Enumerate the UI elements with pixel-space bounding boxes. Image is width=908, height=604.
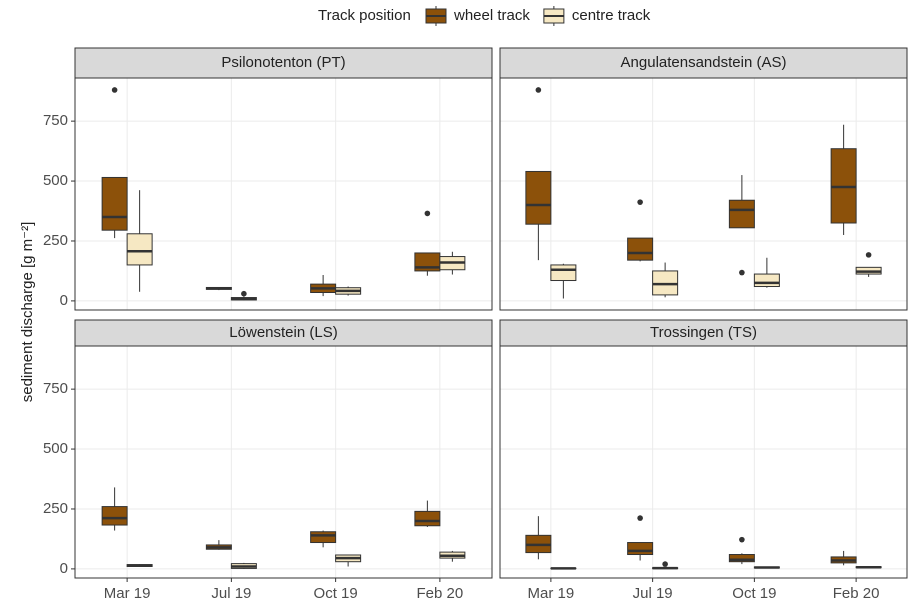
y-tick-label: 750 — [43, 112, 68, 129]
outlier — [739, 536, 745, 543]
legend-title: Track position — [318, 7, 411, 24]
box — [627, 237, 654, 261]
outlier — [424, 210, 431, 217]
y-tick-label: 0 — [60, 560, 68, 577]
panel-background — [75, 346, 492, 578]
y-tick-label: 250 — [43, 500, 68, 517]
x-tick-label: Jul 19 — [633, 585, 673, 602]
panel-background — [75, 78, 492, 310]
box — [101, 506, 128, 526]
box — [728, 554, 755, 563]
x-tick-label: Oct 19 — [314, 585, 358, 602]
legend-label: centre track — [572, 7, 651, 24]
panel-background — [500, 346, 907, 578]
outlier — [111, 87, 118, 93]
box — [126, 233, 153, 266]
legend-label: wheel track — [453, 7, 530, 24]
y-tick-label: 250 — [43, 232, 68, 249]
strip — [499, 319, 908, 347]
panel-border — [499, 345, 908, 579]
y-tick-label: 500 — [43, 440, 68, 457]
y-tick-label: 500 — [43, 172, 68, 189]
outlier — [535, 87, 542, 93]
outlier — [662, 561, 668, 567]
x-tick-label: Mar 19 — [528, 585, 575, 602]
panel-title: Löwenstein (LS) — [229, 324, 337, 341]
box — [550, 264, 577, 282]
strip — [499, 47, 908, 79]
panel-title: Angulatensandstein (AS) — [621, 54, 787, 71]
box — [753, 273, 780, 288]
y-axis-label: sediment discharge [g m⁻²] — [19, 222, 36, 403]
panel-border — [499, 77, 908, 311]
box — [414, 510, 441, 527]
outlier — [739, 269, 745, 276]
panel-border — [74, 345, 493, 579]
outlier — [241, 290, 247, 297]
outlier — [637, 515, 643, 521]
box — [525, 170, 552, 225]
panel-border — [74, 77, 493, 311]
x-tick-label: Jul 19 — [211, 585, 251, 602]
box — [728, 199, 755, 229]
x-tick-label: Feb 20 — [833, 585, 880, 602]
box — [627, 542, 654, 556]
x-tick-label: Feb 20 — [417, 585, 464, 602]
box — [310, 531, 337, 544]
x-tick-label: Oct 19 — [732, 585, 776, 602]
strip — [74, 47, 493, 79]
box — [101, 176, 128, 231]
outlier — [637, 199, 643, 205]
outlier — [865, 252, 872, 258]
strip — [74, 319, 493, 347]
y-tick-label: 0 — [60, 292, 68, 309]
panel-title: Trossingen (TS) — [650, 324, 757, 341]
panel-title: Psilonotenton (PT) — [221, 54, 345, 71]
x-tick-label: Mar 19 — [104, 585, 151, 602]
y-tick-label: 750 — [43, 380, 68, 397]
